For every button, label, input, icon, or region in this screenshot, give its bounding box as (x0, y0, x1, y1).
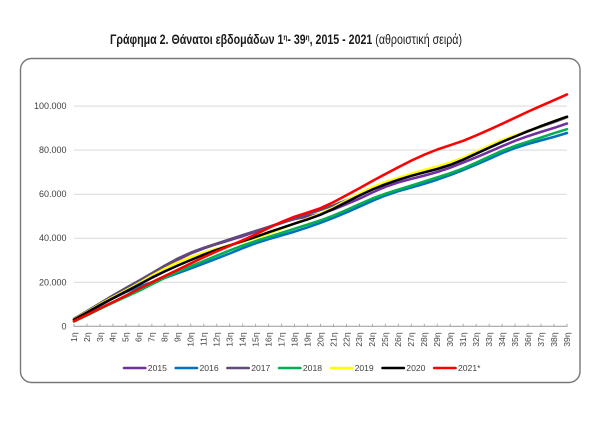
svg-text:2019: 2019 (355, 363, 374, 373)
svg-text:6η: 6η (134, 332, 144, 342)
svg-text:2017: 2017 (251, 363, 270, 373)
svg-text:27η: 27η (406, 332, 416, 347)
svg-text:3η: 3η (95, 332, 105, 342)
svg-text:11η: 11η (199, 332, 209, 346)
svg-text:17η: 17η (276, 332, 286, 347)
svg-text:2016: 2016 (200, 363, 219, 373)
svg-text:20.000: 20.000 (39, 277, 67, 287)
svg-text:2015: 2015 (148, 363, 167, 373)
svg-text:26η: 26η (393, 332, 403, 347)
svg-text:40.000: 40.000 (39, 233, 67, 243)
svg-text:9η: 9η (173, 332, 183, 342)
svg-text:20η: 20η (315, 332, 325, 347)
svg-text:0: 0 (61, 321, 66, 331)
svg-text:29η: 29η (432, 332, 442, 347)
svg-text:19η: 19η (302, 332, 312, 347)
svg-text:5η: 5η (121, 332, 131, 342)
svg-text:31η: 31η (458, 332, 468, 347)
svg-text:100.000: 100.000 (34, 101, 67, 111)
svg-text:7η: 7η (147, 332, 157, 342)
svg-text:13η: 13η (224, 332, 234, 347)
svg-text:39η: 39η (562, 332, 572, 347)
svg-text:36η: 36η (523, 332, 533, 347)
svg-text:10η: 10η (186, 332, 196, 347)
svg-text:60.000: 60.000 (39, 189, 67, 199)
svg-text:1η: 1η (69, 332, 79, 342)
svg-text:8η: 8η (160, 332, 170, 342)
svg-text:30η: 30η (445, 332, 455, 347)
svg-text:12η: 12η (212, 332, 222, 347)
svg-text:80.000: 80.000 (39, 145, 67, 155)
svg-text:2018: 2018 (303, 363, 322, 373)
svg-text:32η: 32η (471, 332, 481, 347)
svg-text:25η: 25η (380, 332, 390, 347)
svg-text:35η: 35η (510, 332, 520, 347)
svg-text:14η: 14η (237, 332, 247, 347)
svg-text:38η: 38η (549, 332, 559, 347)
svg-text:21η: 21η (328, 332, 338, 347)
svg-text:22η: 22η (341, 332, 351, 347)
svg-text:18η: 18η (289, 332, 299, 347)
svg-text:15η: 15η (250, 332, 260, 347)
svg-text:33η: 33η (484, 332, 494, 347)
svg-text:2η: 2η (82, 332, 92, 342)
svg-text:23η: 23η (354, 332, 364, 347)
svg-text:24η: 24η (367, 332, 377, 347)
svg-text:37η: 37η (536, 332, 546, 347)
svg-text:34η: 34η (497, 332, 507, 347)
svg-text:28η: 28η (419, 332, 429, 347)
svg-text:2020: 2020 (406, 363, 425, 373)
svg-text:16η: 16η (263, 332, 273, 347)
svg-text:2021*: 2021* (458, 363, 481, 373)
svg-text:4η: 4η (108, 332, 118, 342)
